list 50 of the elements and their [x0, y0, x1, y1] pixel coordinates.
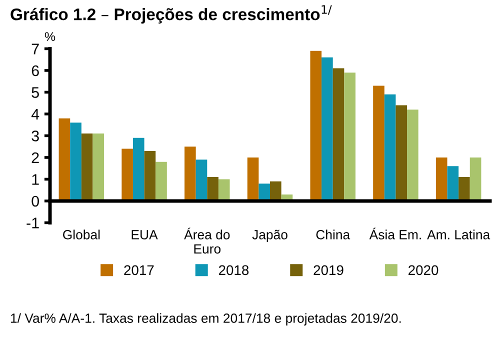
bar [447, 166, 459, 201]
bar [258, 184, 270, 201]
y-tick-label: -1 [26, 218, 39, 228]
bar [310, 50, 322, 201]
legend-label: 2019 [314, 265, 344, 276]
bar [144, 150, 156, 201]
bar [58, 118, 70, 201]
chart-title: Gráfico 1.2 – Projeções de crescimento$^{1/}$ [10, 5, 332, 24]
y-tick-label: 7 [32, 44, 39, 54]
x-tick-label: Ásia Em. [369, 228, 421, 240]
bar [396, 105, 408, 201]
x-tick-label: Japão [252, 230, 288, 242]
x-tick-label: Am. Latina [427, 230, 490, 240]
y-tick-label: 2 [32, 152, 39, 164]
x-tick-label: Global [63, 230, 100, 240]
bar [384, 94, 396, 201]
x-tick-label: China [316, 230, 350, 240]
y-axis-title: % [44, 32, 56, 41]
bar [122, 148, 133, 201]
y-tick-label: 4 [31, 108, 40, 120]
y-tick-label: 6 [32, 65, 39, 76]
bar [218, 179, 230, 201]
bar [196, 160, 208, 201]
x-tick-label: Área do Euro [184, 228, 230, 254]
legend-label: 2017 [124, 265, 154, 276]
y-tick-label: 5 [32, 87, 39, 98]
bar [270, 181, 282, 201]
y-tick-label: 0 [32, 196, 39, 207]
x-tick-label: EUA [132, 230, 158, 240]
bar [81, 134, 93, 201]
y-tick-label: 3 [32, 130, 39, 142]
bar [70, 122, 82, 201]
bar [373, 86, 384, 201]
bar [322, 57, 333, 201]
bar [156, 162, 167, 201]
text: 1/ Var% A/A-1. Taxas realizadas em 2017/18 e projetadas 2019/20. [11, 313, 401, 326]
y-tick-label: 1 [32, 174, 39, 185]
bar [407, 110, 418, 201]
bar [247, 157, 259, 201]
bar [184, 146, 196, 201]
legend-label: 2020 [408, 265, 438, 276]
bar [92, 134, 104, 201]
legend-label: 2018 [218, 265, 249, 276]
bar [470, 157, 482, 201]
bar [332, 68, 344, 201]
bar [436, 157, 448, 201]
bar [132, 138, 144, 201]
bar [344, 72, 356, 201]
bar [458, 177, 470, 201]
bar [207, 177, 218, 201]
